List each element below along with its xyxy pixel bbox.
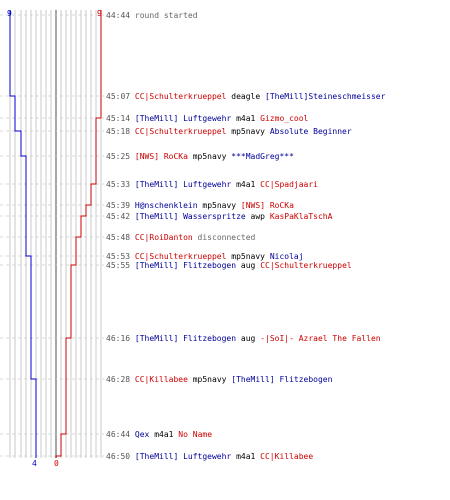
- event-time: 46:50: [106, 452, 131, 461]
- score-timeline-chart: 9 9 4 0: [0, 9, 104, 468]
- event-actor: [TheMill] Flitzebogen: [134, 261, 237, 270]
- event-actor: [TheMill] Flitzebogen: [134, 334, 237, 343]
- event-time: 45:33: [106, 180, 131, 189]
- event-row: 45:42 [TheMill] Wasserspritze awp KasPaK…: [106, 212, 332, 221]
- event-row: 45:18 CC|Schulterkrueppel mp5navy Absolu…: [106, 127, 352, 136]
- blue-end-score: 4: [32, 459, 37, 468]
- event-actor: CC|Schulterkrueppel: [134, 127, 227, 136]
- event-weapon: aug: [240, 261, 256, 270]
- event-actor: Qex: [134, 430, 150, 439]
- event-actor: [TheMill] Wasserspritze: [134, 212, 246, 221]
- event-row: 45:14 [TheMill] Luftgewehr m4a1 Gizmo_co…: [106, 114, 308, 123]
- event-dash-lines: [0, 14, 104, 457]
- event-weapon: mp5navy: [202, 201, 237, 210]
- event-weapon: mp5navy: [231, 252, 265, 261]
- red-team-score-line: [55, 10, 102, 458]
- event-victim: ***MadGreg***: [231, 152, 294, 161]
- timeline-grid: [9, 10, 102, 458]
- event-row: 44:44 round started: [106, 11, 198, 20]
- event-weapon: awp: [250, 212, 265, 221]
- event-row: 45:25 [NWS] RoCKa mp5navy ***MadGreg***: [106, 152, 294, 161]
- event-time: 46:28: [106, 375, 131, 384]
- event-actor: CC|Schulterkrueppel: [134, 92, 227, 101]
- event-weapon: m4a1: [236, 114, 256, 123]
- event-weapon: deagle: [231, 92, 261, 101]
- event-actor: [NWS] RoCKa: [134, 152, 188, 161]
- event-row: 46:50 [TheMill] Luftgewehr m4a1 CC|Killa…: [106, 452, 313, 461]
- blue-team-score-line: [9, 10, 37, 458]
- event-victim: No Name: [178, 430, 213, 439]
- red-end-score: 0: [54, 459, 59, 468]
- event-row: 45:07 CC|Schulterkrueppel deagle [TheMil…: [106, 92, 385, 101]
- event-victim: [NWS] RoCKa: [240, 201, 294, 210]
- event-weapon: aug: [240, 334, 256, 343]
- event-weapon: m4a1: [236, 452, 256, 461]
- event-row: 46:28 CC|Killabee mp5navy [TheMill] Flit…: [106, 375, 332, 384]
- event-time: 45:18: [106, 127, 131, 136]
- event-weapon: mp5navy: [231, 127, 265, 136]
- event-time: 46:44: [106, 430, 131, 439]
- event-victim: -|SoI|- Azrael The Fallen: [260, 334, 381, 343]
- event-row: 45:33 [TheMill] Luftgewehr m4a1 CC|Spadj…: [106, 180, 318, 189]
- event-actor: [TheMill] Luftgewehr: [134, 180, 232, 189]
- event-actor: H@nschenklein: [134, 201, 198, 210]
- event-victim: [TheMill] Flitzebogen: [231, 375, 333, 384]
- event-time: 45:07: [106, 92, 131, 101]
- event-actor: CC|Killabee: [134, 375, 188, 384]
- event-actor: [TheMill] Luftgewehr: [134, 452, 232, 461]
- event-row: 46:44 Qex m4a1 No Name: [106, 430, 212, 439]
- event-row: 45:55 [TheMill] Flitzebogen aug CC|Schul…: [106, 261, 352, 270]
- event-time: 45:25: [106, 152, 131, 161]
- event-row: 45:53 CC|Schulterkrueppel mp5navy Nicola…: [106, 252, 304, 261]
- event-actor: [TheMill] Luftgewehr: [134, 114, 232, 123]
- event-time: 45:42: [106, 212, 131, 221]
- event-victim: CC|Schulterkrueppel: [260, 261, 352, 270]
- event-victim: CC|Spadjaari: [260, 180, 318, 189]
- event-time: 44:44: [106, 11, 131, 20]
- event-weapon: mp5navy: [192, 152, 227, 161]
- event-weapon: m4a1: [154, 430, 174, 439]
- event-victim: [TheMill]Steineschmeisser: [265, 92, 386, 101]
- event-time: 45:55: [106, 261, 131, 270]
- event-victim: Absolute Beginner: [269, 127, 352, 136]
- event-actor: CC|RoiDanton: [134, 233, 193, 242]
- event-victim: Nicolaj: [269, 252, 304, 261]
- event-weapon: disconnected: [197, 233, 256, 242]
- event-time: 45:14: [106, 114, 131, 123]
- event-actor: CC|Schulterkrueppel: [134, 252, 227, 261]
- event-victim: CC|Killabee: [260, 452, 314, 461]
- red-start-score: 9: [97, 9, 102, 18]
- event-victim: Gizmo_cool: [260, 114, 309, 123]
- event-time: 45:53: [106, 252, 131, 261]
- event-victim: KasPaKlaTschA: [269, 212, 333, 221]
- event-weapon: mp5navy: [192, 375, 227, 384]
- event-time: 45:39: [106, 201, 131, 210]
- blue-start-score: 9: [7, 9, 12, 18]
- event-weapon: m4a1: [236, 180, 256, 189]
- event-actor: round started: [134, 11, 198, 20]
- event-row: 45:39 H@nschenklein mp5navy [NWS] RoCKa: [106, 201, 294, 210]
- event-time: 46:16: [106, 334, 131, 343]
- event-row: 46:16 [TheMill] Flitzebogen aug -|SoI|- …: [106, 334, 381, 343]
- event-time: 45:48: [106, 233, 131, 242]
- event-row: 45:48 CC|RoiDanton disconnected: [106, 233, 255, 242]
